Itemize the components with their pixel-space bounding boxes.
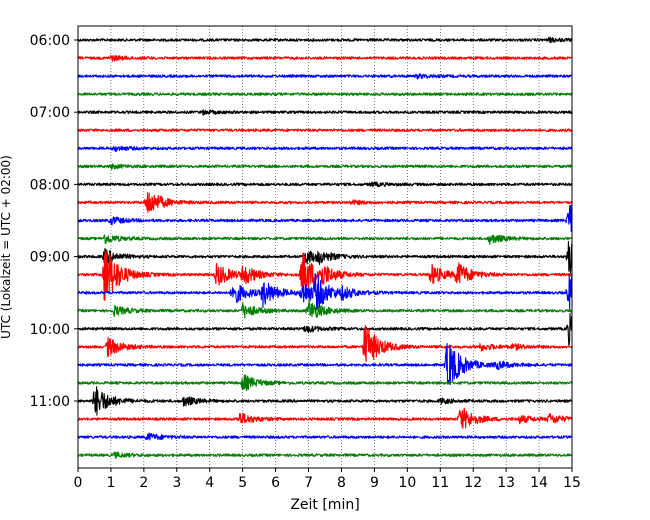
x-tick-label: 13	[497, 475, 515, 491]
y-tick-label: 11:00	[30, 394, 70, 410]
trace-line	[77, 240, 573, 277]
y-tick-label: 09:00	[30, 250, 70, 266]
trace-line	[77, 181, 573, 188]
trace-line	[77, 299, 573, 319]
trace-line	[77, 163, 573, 170]
trace-line	[77, 145, 572, 153]
trace-line	[77, 451, 573, 459]
x-tick-label: 1	[106, 475, 115, 491]
trace-line	[77, 272, 573, 312]
x-tick-label: 5	[238, 475, 247, 491]
trace-line	[77, 374, 573, 392]
x-tick-label: 9	[370, 475, 379, 491]
trace-line	[77, 324, 573, 363]
trace-line	[77, 343, 573, 386]
trace-line	[77, 234, 572, 245]
x-tick-label: 14	[530, 475, 548, 491]
x-tick-label: 2	[139, 475, 148, 491]
x-tick-label: 3	[172, 475, 181, 491]
x-tick-label: 11	[431, 475, 449, 491]
y-tick-label: 06:00	[30, 33, 70, 49]
y-tick-label: 08:00	[30, 177, 70, 193]
trace-line	[77, 36, 573, 44]
x-tick-label: 0	[74, 475, 83, 491]
x-axis-ticks: 0 1 2 3 4 5 6 7 8 9 10 11 12 13 14 15	[74, 468, 581, 491]
trace-line	[77, 109, 573, 116]
trace-line	[77, 128, 573, 133]
trace-line	[77, 192, 573, 214]
y-tick-label: 10:00	[30, 322, 70, 338]
trace-line	[77, 312, 573, 347]
y-axis-ticks: 06:00 07:00 08:00 09:00 10:00 11:00	[30, 33, 78, 410]
trace-line	[77, 386, 572, 416]
y-axis-label: UTC (Lokalzeit = UTC + 02:00)	[0, 155, 13, 339]
x-tick-label: 6	[271, 475, 280, 491]
x-tick-label: 10	[398, 475, 416, 491]
seismic-traces	[77, 36, 573, 459]
trace-line	[77, 73, 572, 80]
x-tick-label: 7	[304, 475, 313, 491]
x-tick-label: 8	[337, 475, 346, 491]
y-tick-label: 07:00	[30, 105, 70, 121]
trace-line	[77, 54, 572, 62]
trace-line	[77, 92, 573, 96]
trace-line	[77, 432, 573, 441]
trace-line	[77, 407, 573, 429]
x-axis-label: Zeit [min]	[290, 497, 359, 513]
plot-frame	[77, 25, 573, 469]
x-tick-label: 4	[205, 475, 214, 491]
trace-line	[77, 250, 573, 302]
trace-line	[77, 204, 573, 232]
x-tick-label: 15	[563, 475, 581, 491]
x-tick-label: 12	[464, 475, 482, 491]
